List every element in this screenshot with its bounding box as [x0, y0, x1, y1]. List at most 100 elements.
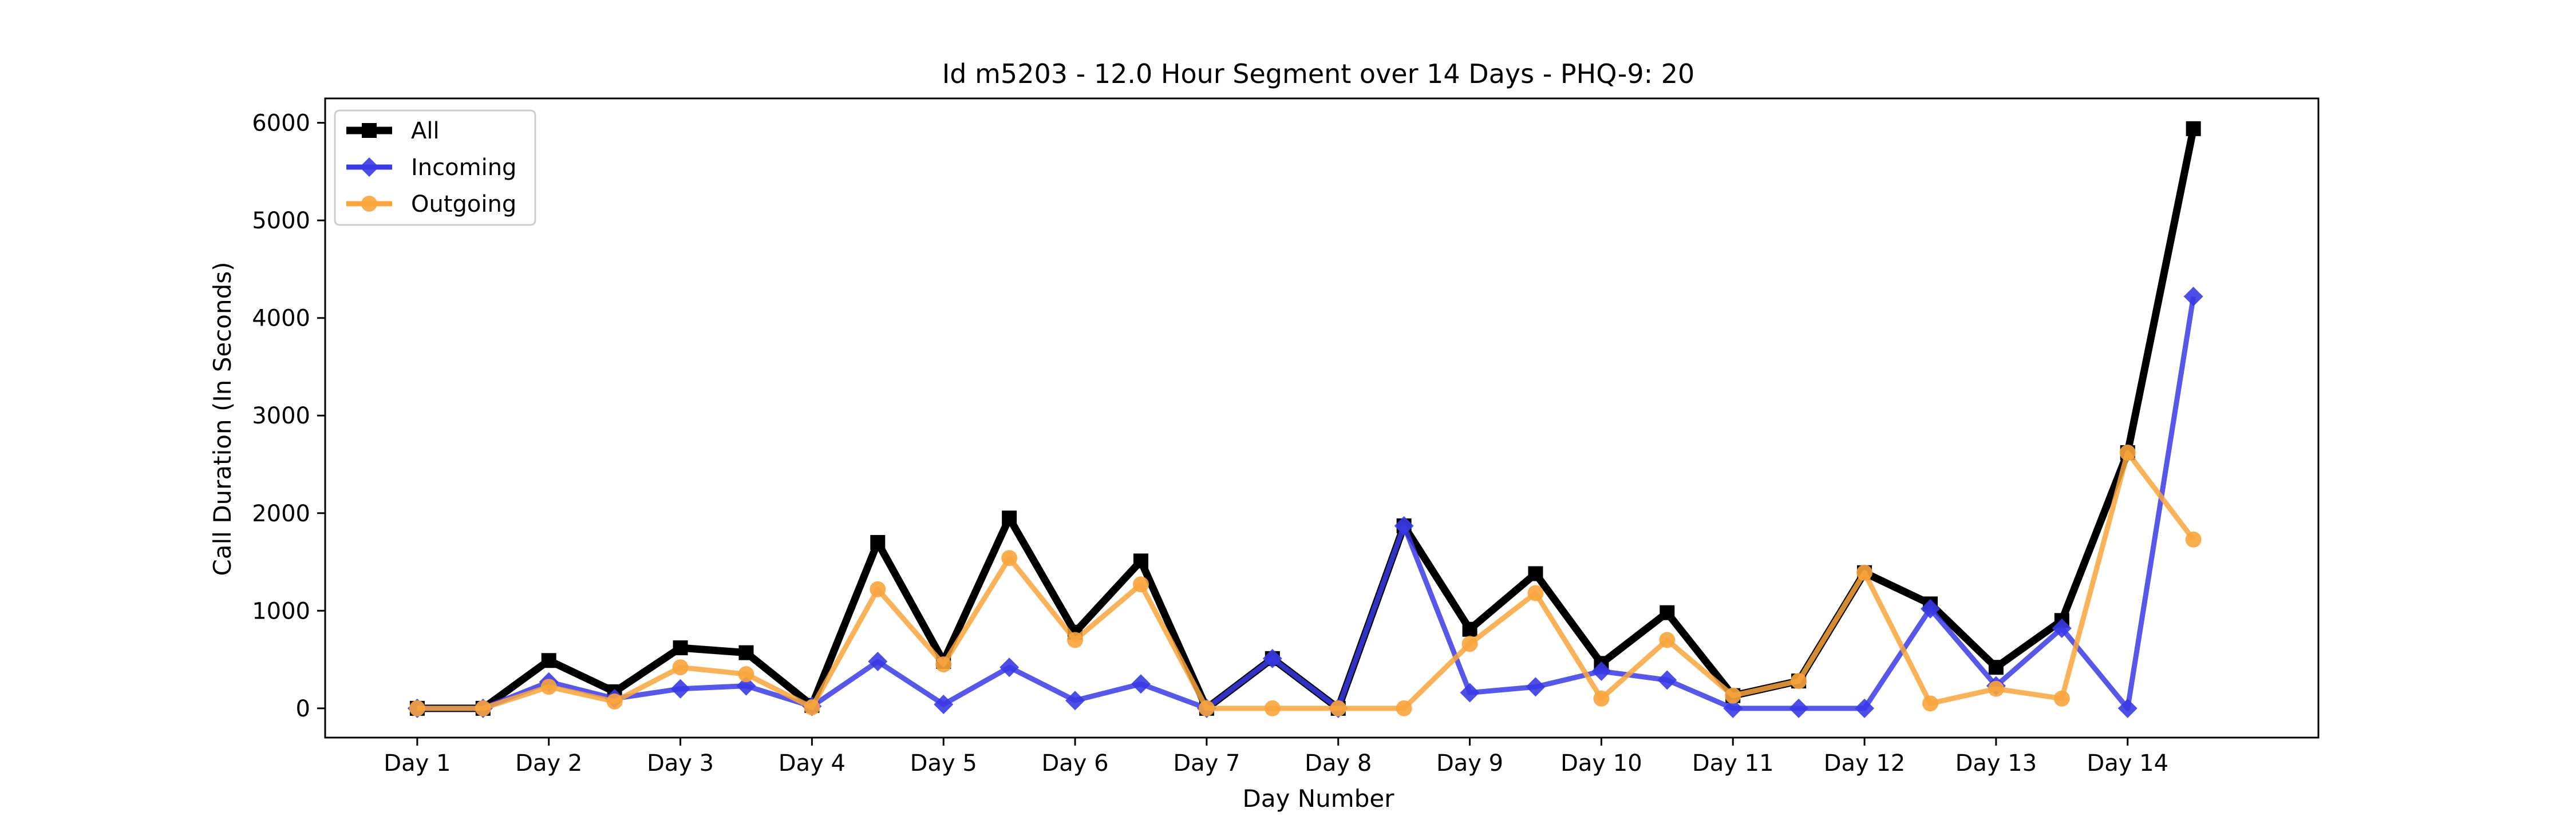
x-tick-label: Day 2	[515, 750, 582, 777]
data-point-outgoing	[1198, 700, 1215, 716]
chart-title: Id m5203 - 12.0 Hour Segment over 14 Day…	[942, 58, 1695, 89]
data-point-outgoing	[935, 656, 952, 673]
x-tick-label: Day 4	[779, 750, 846, 777]
data-point-outgoing	[1791, 673, 1807, 690]
data-point-outgoing	[1461, 636, 1478, 652]
data-point-incoming	[2117, 698, 2138, 718]
data-point-outgoing	[1659, 632, 1676, 648]
data-point-incoming	[1460, 683, 1480, 703]
data-point-all	[673, 640, 688, 656]
plot-frame	[324, 97, 2320, 739]
data-point-incoming	[1920, 599, 1940, 619]
data-point-outgoing	[870, 581, 886, 597]
legend-label-incoming: Incoming	[411, 154, 516, 181]
data-point-outgoing	[1988, 680, 2004, 697]
data-point-incoming	[1657, 670, 1677, 690]
data-point-outgoing	[1067, 632, 1084, 648]
data-point-outgoing	[804, 699, 820, 716]
data-point-outgoing	[475, 700, 491, 716]
data-point-outgoing	[1330, 700, 1346, 716]
x-tick-label: Day 3	[647, 750, 714, 777]
data-point-incoming	[1262, 648, 1282, 668]
y-tick-label: 3000	[252, 403, 310, 429]
data-point-outgoing	[1132, 576, 1149, 593]
x-axis-label: Day Number	[1242, 785, 1394, 813]
data-point-all	[1660, 605, 1675, 620]
x-tick-label: Day 10	[1560, 750, 1642, 777]
x-tick-label: Day 5	[910, 750, 977, 777]
y-tick-label: 5000	[252, 208, 310, 234]
y-tick-label: 6000	[252, 110, 310, 137]
data-point-incoming	[1065, 691, 1085, 711]
data-point-incoming	[1855, 698, 1875, 718]
series-line-all	[417, 128, 2198, 712]
data-point-incoming	[1526, 677, 1546, 697]
legend-label-outgoing: Outgoing	[411, 191, 516, 217]
data-point-incoming	[1131, 674, 1151, 694]
data-point-outgoing	[2119, 445, 2136, 461]
y-tick-label: 2000	[252, 501, 310, 527]
data-point-all	[738, 645, 754, 660]
data-point-outgoing	[1527, 585, 1544, 601]
series-layer	[407, 121, 2203, 718]
legend-box	[334, 109, 536, 226]
data-point-outgoing	[1593, 690, 1610, 707]
data-point-outgoing	[2185, 531, 2202, 548]
series-line-incoming	[417, 296, 2196, 711]
data-point-incoming	[868, 651, 888, 671]
data-point-all	[1988, 660, 2004, 675]
data-point-outgoing	[606, 693, 623, 710]
x-tick-label: Day 8	[1305, 750, 1372, 777]
x-tick-label: Day 14	[2087, 750, 2168, 777]
legend-marker-outgoing	[361, 196, 377, 212]
data-point-outgoing	[1922, 695, 1938, 712]
data-point-outgoing	[738, 666, 754, 683]
x-tick-label: Day 1	[384, 750, 451, 777]
data-point-outgoing	[1001, 550, 1018, 566]
data-point-incoming	[1591, 661, 1611, 682]
data-point-all	[1462, 621, 1477, 637]
data-point-all	[1002, 510, 1017, 526]
series-line-outgoing	[417, 450, 2196, 711]
x-tick-label: Day 6	[1041, 750, 1108, 777]
data-point-incoming	[2052, 619, 2072, 639]
data-point-outgoing	[2053, 690, 2070, 707]
axes-layer: Day 1 Day 2 Day 3 Day 4 Day 5 Day 6 Day 7 Day 8…	[252, 97, 2320, 777]
data-point-all	[870, 534, 886, 550]
data-point-incoming	[2183, 287, 2203, 307]
data-point-incoming	[1789, 698, 1809, 718]
x-tick-label: Day 11	[1692, 750, 1774, 777]
legend-label-all: All	[411, 118, 440, 144]
series-all	[409, 121, 2201, 716]
data-point-outgoing	[672, 659, 689, 676]
data-point-all	[541, 653, 556, 668]
data-point-outgoing	[1856, 564, 1873, 581]
data-point-outgoing	[1725, 687, 1741, 704]
data-point-incoming	[1394, 516, 1414, 536]
y-tick-label: 0	[296, 696, 310, 722]
data-point-incoming	[999, 657, 1020, 678]
legend-marker-incoming	[359, 157, 379, 177]
series-incoming	[407, 287, 2203, 718]
data-point-all	[1133, 553, 1148, 569]
data-point-incoming	[934, 695, 954, 715]
x-tick-label: Day 9	[1436, 750, 1503, 777]
data-point-incoming	[670, 679, 690, 699]
data-point-all	[2186, 121, 2201, 136]
series-outgoing	[409, 445, 2202, 716]
y-tick-label: 4000	[252, 306, 310, 332]
x-tick-label: Day 13	[1955, 750, 2037, 777]
data-point-outgoing	[409, 700, 425, 716]
legend: All Incoming Outgoing	[334, 109, 536, 226]
data-point-outgoing	[1396, 700, 1412, 716]
y-axis-label: Call Duration (In Seconds)	[208, 262, 236, 576]
data-point-outgoing	[1264, 700, 1281, 716]
x-tick-label: Day 12	[1824, 750, 1906, 777]
legend-marker-all	[362, 123, 377, 138]
y-tick-label: 1000	[252, 598, 310, 624]
data-point-incoming	[1723, 698, 1743, 718]
data-point-outgoing	[540, 679, 557, 695]
data-point-incoming	[736, 676, 756, 696]
data-point-all	[1528, 566, 1543, 581]
